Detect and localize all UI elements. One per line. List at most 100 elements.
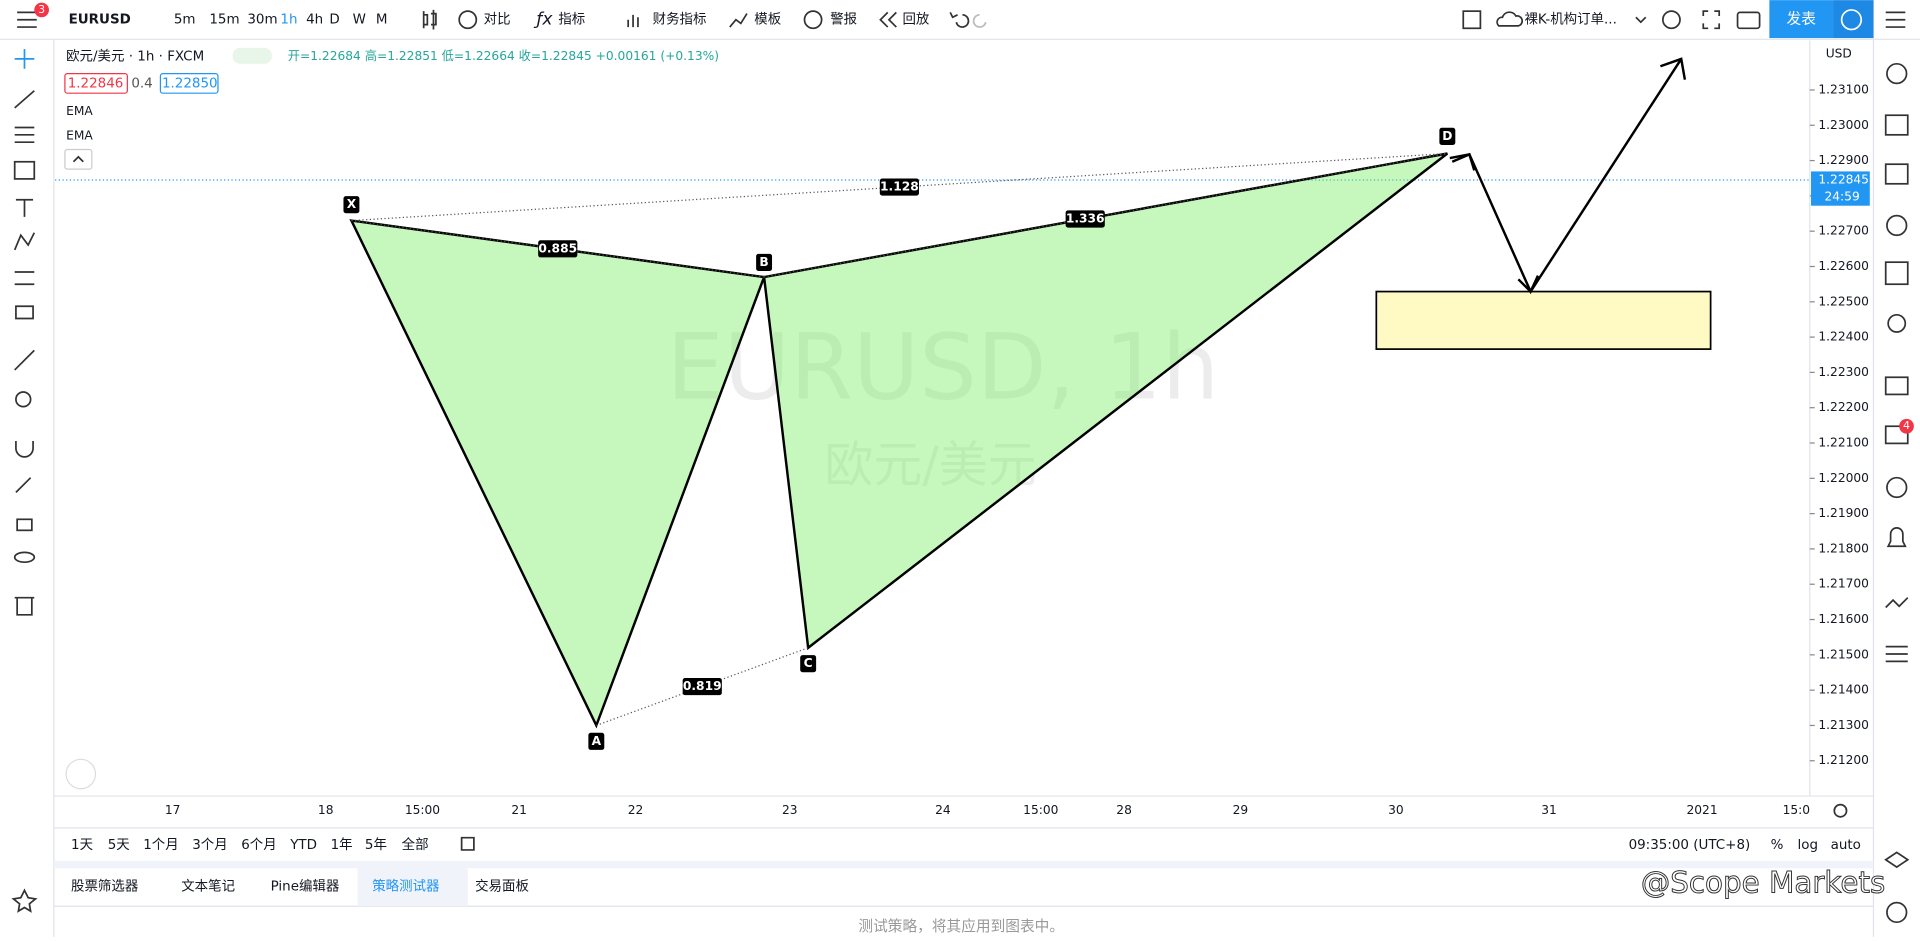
range[interactable]: 5年	[365, 837, 387, 853]
help[interactable]	[1886, 901, 1908, 924]
symbol[interactable]: EURUSD	[69, 13, 131, 28]
panel-tab[interactable]: 策略测试器	[372, 878, 440, 895]
tips[interactable]	[1886, 476, 1908, 499]
interval[interactable]: M	[376, 13, 388, 28]
layout-name[interactable]: 裸K-机构订单...	[1524, 12, 1616, 28]
compare-icon[interactable]	[458, 10, 478, 30]
magnet[interactable]	[15, 440, 34, 458]
ask-box[interactable]	[159, 72, 219, 94]
y-tick-label: 1.22000	[1818, 471, 1869, 485]
zoom[interactable]	[15, 391, 32, 408]
panel-tab[interactable]: 股票筛选器	[71, 879, 139, 895]
collapse[interactable]	[64, 148, 93, 170]
publish[interactable]: 发表	[1787, 11, 1817, 28]
indicators[interactable]: 指标	[558, 12, 585, 28]
publish-button[interactable]	[1769, 0, 1834, 39]
replay-icon[interactable]	[879, 11, 897, 28]
study[interactable]: EMA	[66, 104, 93, 118]
menu[interactable]	[17, 11, 37, 28]
templates-icon[interactable]	[729, 13, 748, 28]
percent[interactable]: %	[1771, 838, 1784, 853]
study[interactable]: EMA	[66, 129, 93, 143]
fib[interactable]	[14, 126, 35, 144]
redo[interactable]	[972, 13, 987, 28]
alert[interactable]: 警报	[830, 12, 857, 28]
interval[interactable]: 15m	[209, 13, 239, 28]
text-tool[interactable]	[15, 198, 34, 217]
play-button[interactable]	[1833, 0, 1874, 39]
favorites[interactable]	[11, 888, 38, 913]
projection-arrow[interactable]	[1449, 58, 1683, 295]
undo[interactable]	[949, 11, 970, 28]
crosshair[interactable]	[14, 49, 35, 69]
goto-date[interactable]	[460, 836, 475, 851]
interval[interactable]: 4h	[306, 13, 323, 28]
ask[interactable]: 1.22850	[162, 76, 218, 91]
shapes[interactable]	[13, 160, 36, 180]
settings[interactable]	[1662, 10, 1681, 30]
panel-tab[interactable]: 文本笔记	[181, 879, 235, 895]
cloud-icon[interactable]	[1496, 11, 1524, 27]
financials-icon[interactable]	[627, 14, 639, 28]
axis-settings[interactable]	[1833, 803, 1848, 818]
range[interactable]: 1天	[71, 838, 93, 853]
alerts[interactable]	[1886, 62, 1908, 85]
auto[interactable]: auto	[1831, 838, 1861, 853]
range[interactable]: 5天	[108, 838, 130, 853]
replay[interactable]: 回放	[902, 12, 929, 28]
hotlists[interactable]	[1886, 214, 1908, 237]
lock[interactable]	[16, 518, 33, 532]
prediction[interactable]	[14, 271, 35, 286]
dropdown[interactable]	[1635, 16, 1647, 24]
timezone-time[interactable]: 09:35:00 (UTC+8)	[1629, 838, 1751, 853]
notifications[interactable]	[1886, 527, 1907, 548]
range[interactable]: 1个月	[143, 837, 178, 853]
streams[interactable]	[1884, 376, 1909, 396]
compare[interactable]: 对比	[484, 12, 511, 28]
snapshot[interactable]	[1736, 11, 1761, 30]
interval[interactable]: 5m	[174, 13, 196, 28]
interval[interactable]: D	[329, 13, 339, 28]
stay-drawing[interactable]	[15, 477, 32, 493]
hide[interactable]	[13, 551, 36, 564]
range[interactable]: YTD	[289, 838, 317, 853]
ideas[interactable]	[1887, 313, 1907, 333]
calendar[interactable]	[1884, 261, 1909, 286]
target-box[interactable]	[1375, 290, 1712, 350]
alert-icon[interactable]	[803, 10, 823, 30]
fullscreen-check[interactable]	[1462, 10, 1482, 30]
range[interactable]: 3个月	[192, 837, 227, 853]
bid[interactable]: 1.22846	[68, 76, 124, 91]
trash[interactable]	[14, 596, 35, 616]
fx-icon[interactable]: ƒx	[533, 10, 553, 30]
logo[interactable]	[65, 758, 97, 790]
ruler[interactable]	[14, 349, 35, 371]
interval[interactable]: 1h	[280, 13, 297, 28]
templates[interactable]: 模板	[754, 12, 781, 28]
x-tick-label: 15:00	[405, 803, 440, 817]
trendline[interactable]	[14, 90, 35, 109]
candle-icon[interactable]	[422, 9, 437, 30]
range[interactable]: 6个月	[241, 837, 276, 853]
range[interactable]: 全部	[402, 836, 429, 853]
log[interactable]: log	[1798, 838, 1819, 853]
icons[interactable]	[15, 305, 34, 320]
order-panel[interactable]	[1885, 645, 1908, 663]
x-tick-label: 29	[1233, 803, 1249, 817]
pattern[interactable]	[13, 232, 36, 251]
panel-tab[interactable]: 交易面板	[475, 878, 529, 895]
pattern-bcd[interactable]	[762, 152, 1449, 651]
expand[interactable]	[1702, 10, 1721, 30]
layers[interactable]	[1884, 851, 1910, 869]
data-window[interactable]	[1884, 163, 1909, 185]
interval[interactable]: 30m	[247, 13, 277, 28]
news[interactable]	[1884, 114, 1909, 136]
dom[interactable]	[1885, 597, 1909, 609]
chats[interactable]	[1884, 425, 1909, 445]
panel-tab[interactable]: Pine编辑器	[271, 879, 340, 895]
financials[interactable]: 财务指标	[653, 12, 707, 28]
watchlist[interactable]	[1885, 11, 1906, 28]
interval[interactable]: W	[353, 13, 366, 28]
range[interactable]: 1年	[331, 837, 353, 853]
bid-box[interactable]	[64, 72, 128, 94]
